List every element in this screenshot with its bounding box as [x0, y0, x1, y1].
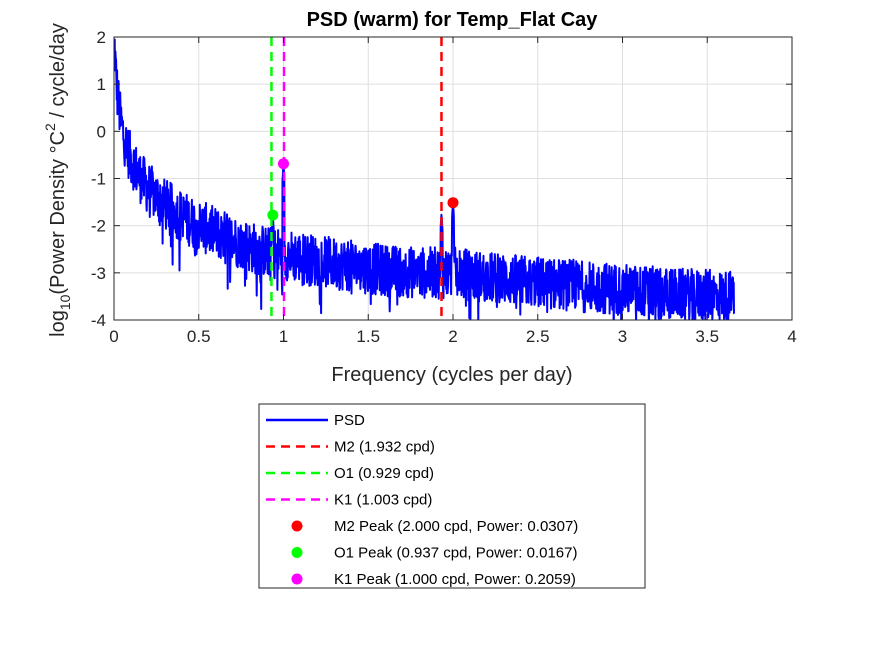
- x-tick-label: 2.5: [526, 327, 550, 346]
- peak-markers: [267, 158, 459, 221]
- legend-swatch-5: [291, 547, 303, 558]
- legend-label-3: K1 (1.003 cpd): [334, 492, 432, 509]
- y-tick-label: -3: [91, 264, 106, 283]
- y-label-log: log: [47, 310, 69, 337]
- legend-box: [258, 403, 646, 589]
- x-axis-label: Frequency (cycles per day): [331, 364, 572, 386]
- legend-label-4: M2 Peak (2.000 cpd, Power: 0.0307): [334, 518, 578, 535]
- psd-series-line: [114, 38, 736, 320]
- legend: PSD M2 (1.932 cpd) O1 (0.929 cpd) K1 (1.003…: [258, 403, 646, 589]
- y-label-end: / cycle/day: [47, 23, 69, 123]
- legend-label-0: PSD: [334, 412, 365, 429]
- y-label-sup: 2: [42, 123, 58, 131]
- y-tick-label: 2: [97, 28, 106, 47]
- peak-marker-1: [267, 209, 279, 221]
- x-tick-label: 1.5: [356, 327, 380, 346]
- y-tick-label: 0: [97, 122, 106, 141]
- tidal-lines: [270, 37, 443, 320]
- legend-label-1: M2 (1.932 cpd): [334, 439, 435, 456]
- x-tick-label: 1: [279, 327, 288, 346]
- y-ticks: -4 -3 -2 -1 0 1 2: [91, 28, 792, 330]
- y-label-sub: 10: [57, 294, 73, 310]
- y-axis-label: log10(Power Density °C2 / cycle/day: [42, 23, 73, 337]
- x-tick-label: 3.5: [695, 327, 719, 346]
- y-tick-label: -2: [91, 217, 106, 236]
- peak-marker-2: [278, 158, 289, 170]
- chart-title: PSD (warm) for Temp_Flat Cay: [307, 9, 599, 31]
- y-label-mid: (Power Density °C: [47, 131, 69, 295]
- y-tick-label: -4: [91, 311, 106, 330]
- legend-label-6: K1 Peak (1.000 cpd, Power: 0.2059): [334, 571, 576, 588]
- legend-swatch-6: [291, 573, 303, 585]
- y-tick-label: -1: [91, 170, 106, 189]
- legend-swatch-4: [291, 520, 303, 532]
- x-tick-label: 0: [109, 327, 118, 346]
- x-ticks: 0 0.5 1 1.5 2 2.5 3 3.5 4: [109, 37, 797, 346]
- y-tick-label: 1: [97, 75, 106, 94]
- legend-label-5: O1 Peak (0.937 cpd, Power: 0.0167): [334, 545, 577, 562]
- x-tick-label: 4: [787, 327, 796, 346]
- x-tick-label: 3: [618, 327, 627, 346]
- x-tick-label: 0.5: [187, 327, 211, 346]
- peak-marker-0: [447, 197, 459, 209]
- x-tick-label: 2: [448, 327, 457, 346]
- legend-label-2: O1 (0.929 cpd): [334, 465, 434, 482]
